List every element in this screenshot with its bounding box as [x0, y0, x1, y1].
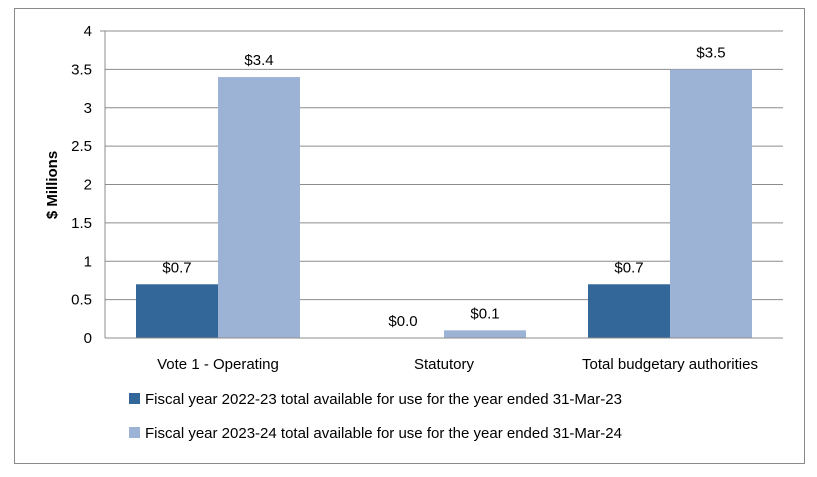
- y-axis-title: $ Millions: [44, 151, 61, 219]
- bar-series2-3: [670, 69, 752, 338]
- data-label: $3.5: [696, 44, 725, 61]
- x-tick-label: Statutory: [414, 356, 475, 373]
- x-tick-label: Vote 1 - Operating: [157, 356, 279, 373]
- y-tick-label: 4: [84, 23, 92, 40]
- bar-series2-1: [218, 77, 300, 339]
- data-label: $0.7: [162, 259, 191, 276]
- legend-label: Fiscal year 2023-24 total available for …: [145, 425, 622, 442]
- y-tick-label: 3.5: [71, 61, 92, 78]
- y-tick-label: 0: [84, 330, 92, 347]
- data-label: $0.0: [388, 313, 417, 330]
- bars: [136, 69, 752, 339]
- y-tick-label: 1.5: [71, 215, 92, 232]
- legend-swatch: [129, 393, 140, 404]
- y-tick-label: 0.5: [71, 292, 92, 309]
- y-tick-label: 2.5: [71, 138, 92, 155]
- x-tick-label: Total budgetary authorities: [582, 356, 758, 373]
- legend: Fiscal year 2022-23 total available for …: [129, 391, 622, 442]
- y-tick-label: 1: [84, 253, 92, 270]
- data-label: $0.1: [470, 305, 499, 322]
- bar-series2-2: [444, 330, 526, 338]
- axes: 0 0.5 1 1.5 2 2.5 3 3.5 4 Vote 1 - Operating Statu…: [71, 23, 783, 373]
- data-label: $3.4: [244, 52, 273, 69]
- bar-series1-3: [588, 284, 670, 338]
- y-tick-label: 2: [84, 177, 92, 194]
- y-tick-label: 3: [84, 100, 92, 117]
- data-labels: $0.7 $3.4 $0.0 $0.1 $0.7 $3.5: [162, 44, 725, 330]
- legend-label: Fiscal year 2022-23 total available for …: [145, 391, 622, 408]
- legend-swatch: [129, 427, 140, 438]
- bar-series1-1: [136, 284, 218, 338]
- data-label: $0.7: [614, 259, 643, 276]
